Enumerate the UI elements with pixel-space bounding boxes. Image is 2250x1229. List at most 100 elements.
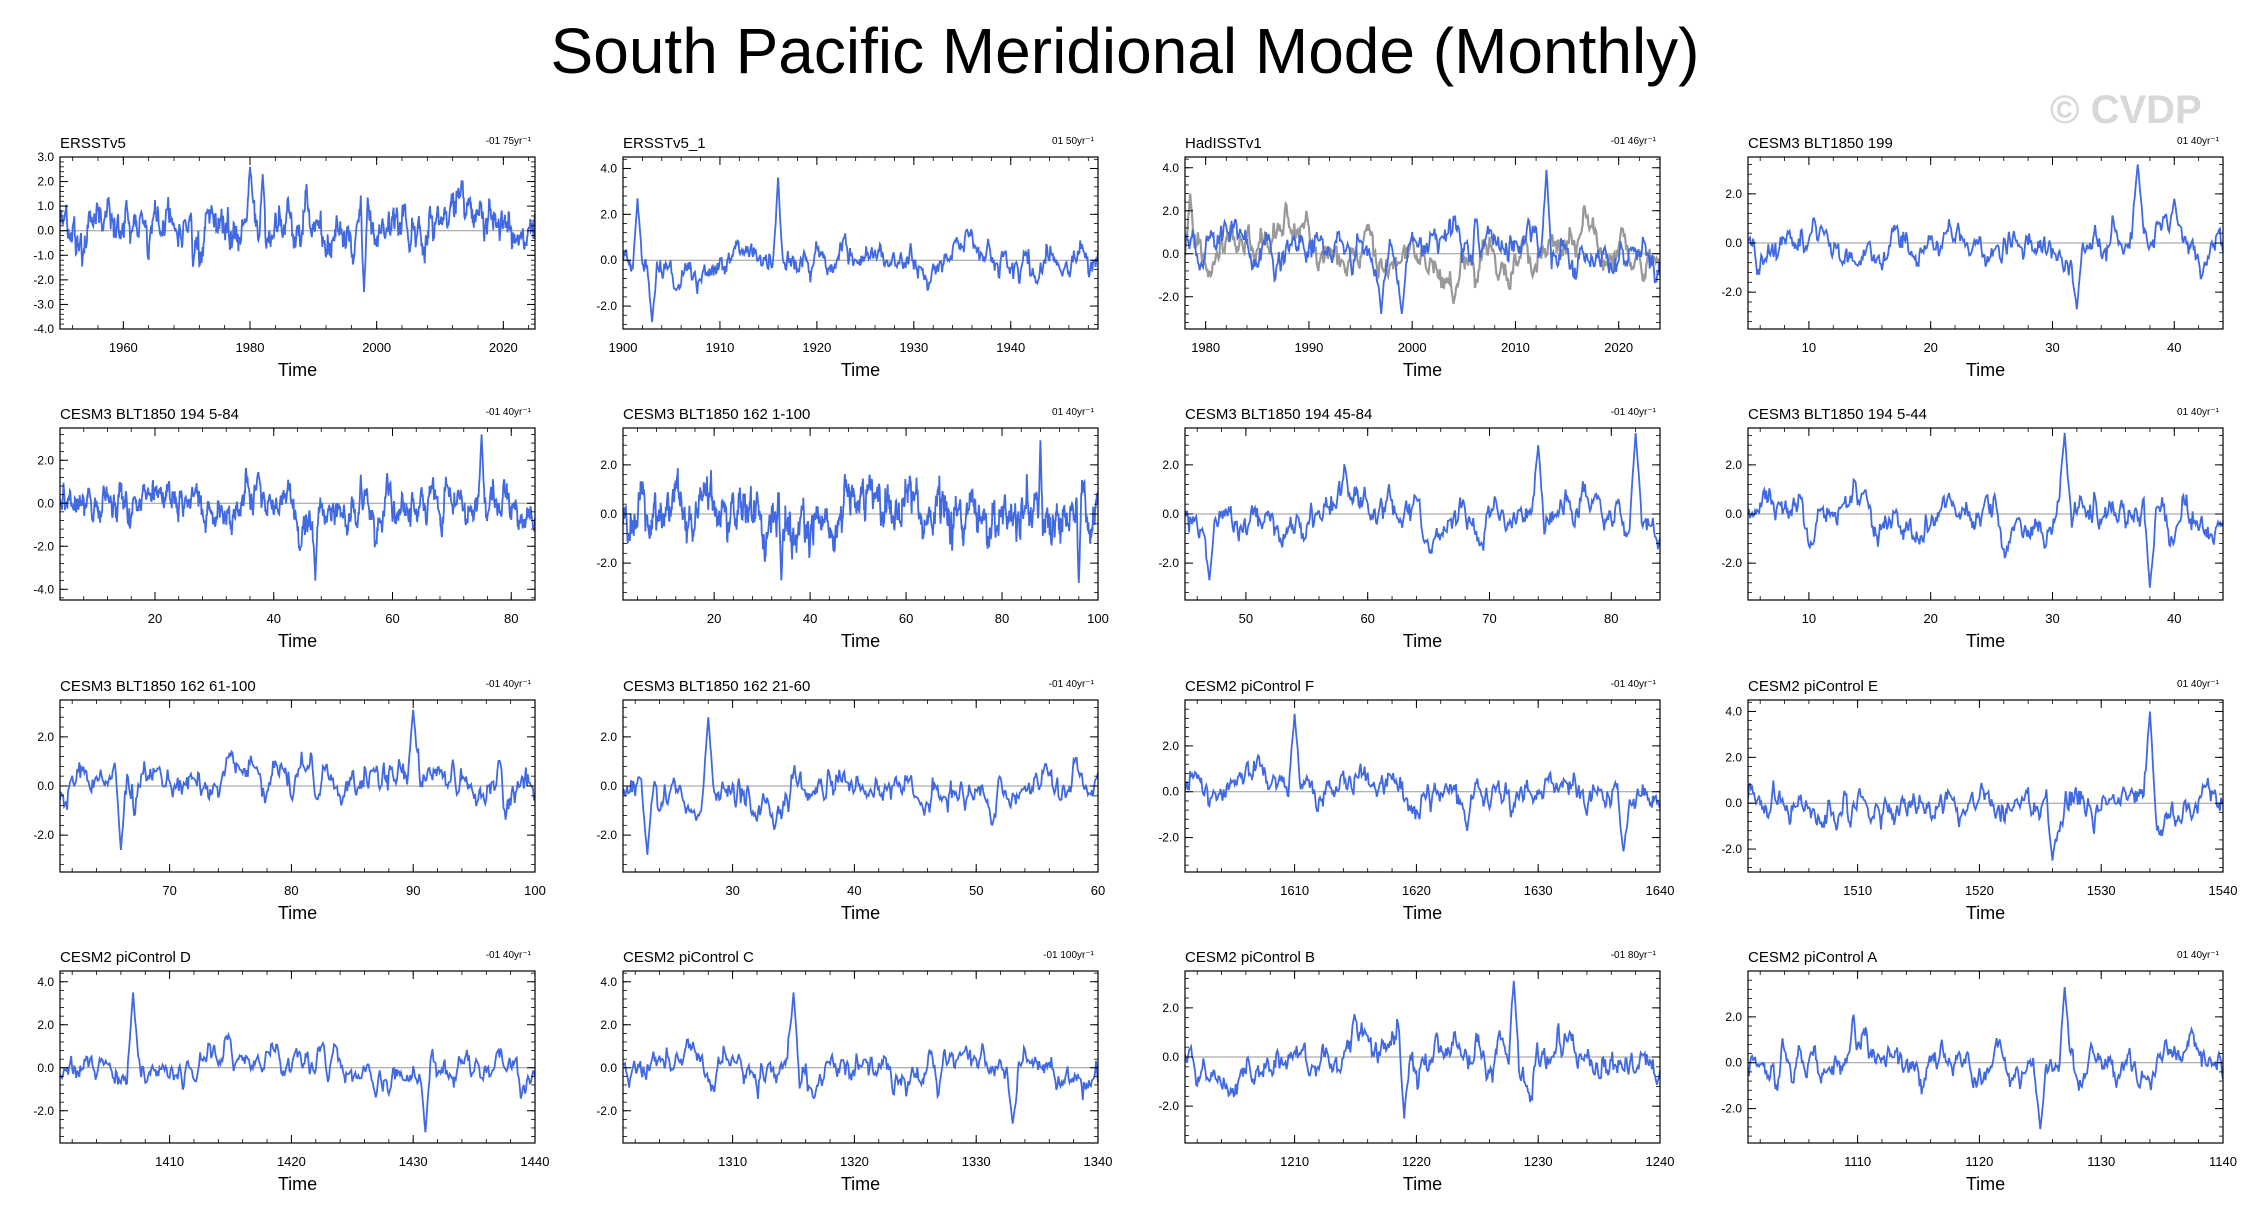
x-tick-label: 1900 — [609, 340, 638, 355]
chart-panel-2: ERSSTv5_1 01 50yr⁻¹ 4.0 2.0 0.0 -2.0 1900 1910 1… — [596, 135, 1099, 380]
x-tick-label: 80 — [504, 611, 518, 626]
y-tick-label: 2.0 — [37, 730, 54, 744]
y-tick-label: 2.0 — [600, 1018, 617, 1032]
x-tick-label: 50 — [969, 883, 983, 898]
y-tick-label: 0.0 — [37, 496, 54, 510]
x-tick-label: 90 — [406, 883, 420, 898]
y-tick-label: -2.0 — [1721, 842, 1742, 856]
x-tick-label: 60 — [1360, 611, 1374, 626]
x-tick-label: 40 — [2167, 340, 2181, 355]
y-tick-label: 0.0 — [1162, 785, 1179, 799]
series-line — [1185, 169, 1660, 315]
y-tick-label: -2.0 — [33, 273, 54, 287]
x-tick-label: 20 — [1923, 611, 1937, 626]
y-tick-label: 0.0 — [37, 224, 54, 238]
y-tick-label: 0.0 — [37, 779, 54, 793]
x-tick-label: 20 — [1923, 340, 1937, 355]
series-line — [60, 709, 535, 850]
x-tick-label: 1990 — [1294, 340, 1323, 355]
y-tick-label: 2.0 — [37, 175, 54, 189]
x-tick-label: 1320 — [840, 1154, 869, 1169]
x-tick-label: 30 — [725, 883, 739, 898]
chart-panel-11: CESM2 piControl F -01 40yr⁻¹ 2.0 0.0 -2.0 161… — [1158, 678, 1674, 923]
y-tick-label: 1.0 — [37, 199, 54, 213]
x-axis-label: Time — [841, 360, 880, 380]
y-tick-label: 4.0 — [600, 975, 617, 989]
x-tick-label: 1980 — [236, 340, 265, 355]
panel-title: CESM3 BLT1850 194 45-84 — [1185, 406, 1372, 423]
x-tick-label: 80 — [1604, 611, 1618, 626]
y-tick-label: -2.0 — [596, 828, 617, 842]
x-axis-label: Time — [1403, 1174, 1442, 1194]
chart-panel-5: CESM3 BLT1850 194 5-84 -01 40yr⁻¹ 2.0 0.0 -2… — [33, 406, 536, 651]
x-tick-label: 30 — [2045, 611, 2059, 626]
series-line — [623, 992, 1098, 1124]
plot-frame — [622, 156, 1099, 330]
y-tick-label: -4.0 — [33, 582, 54, 596]
trend-annotation: -01 40yr⁻¹ — [1049, 679, 1095, 690]
overlay-series-line — [1185, 193, 1660, 304]
x-tick-label: 1410 — [155, 1154, 184, 1169]
x-tick-label: 1920 — [802, 340, 831, 355]
x-tick-label: 1230 — [1524, 1154, 1553, 1169]
y-tick-label: 4.0 — [1162, 161, 1179, 175]
x-tick-label: 1120 — [1965, 1154, 1993, 1169]
series-line — [623, 177, 1098, 323]
series-line — [1748, 987, 2223, 1130]
x-tick-label: 1540 — [2209, 883, 2238, 898]
x-tick-label: 60 — [899, 611, 913, 626]
x-axis-label: Time — [278, 903, 317, 923]
x-tick-label: 70 — [1482, 611, 1496, 626]
y-tick-label: -1.0 — [33, 248, 54, 262]
plot-frame — [59, 156, 536, 330]
watermark: © CVDP — [2050, 88, 2202, 132]
y-tick-label: 0.0 — [37, 1061, 54, 1075]
chart-panel-15: CESM2 piControl B -01 80yr⁻¹ 2.0 0.0 -2.0 121… — [1158, 949, 1674, 1194]
series-line — [1748, 711, 2223, 861]
y-tick-label: 0.0 — [1725, 1056, 1742, 1070]
series-line — [1748, 164, 2223, 310]
x-tick-label: 30 — [2045, 340, 2059, 355]
y-tick-label: -2.0 — [1158, 290, 1179, 304]
x-axis-label: Time — [1403, 631, 1442, 651]
x-tick-label: 1520 — [1965, 883, 1994, 898]
trend-annotation: -01 40yr⁻¹ — [486, 407, 532, 418]
y-tick-label: -2.0 — [1158, 831, 1179, 845]
y-tick-label: 0.0 — [600, 1061, 617, 1075]
chart-panel-9: CESM3 BLT1850 162 61-100 -01 40yr⁻¹ 2.0 0.0… — [33, 678, 546, 923]
trend-annotation: 01 40yr⁻¹ — [2177, 950, 2220, 961]
panel-title: CESM2 piControl E — [1748, 678, 1878, 695]
x-tick-label: 100 — [524, 883, 546, 898]
y-tick-label: 2.0 — [1162, 739, 1179, 753]
x-tick-label: 2000 — [362, 340, 391, 355]
y-tick-label: 2.0 — [1725, 750, 1742, 764]
y-tick-label: 0.0 — [1725, 507, 1742, 521]
panel-title: CESM3 BLT1850 162 1-100 — [623, 406, 810, 423]
series-line — [1748, 432, 2223, 588]
plot-frame — [1184, 699, 1661, 873]
x-tick-label: 1420 — [277, 1154, 306, 1169]
x-axis-label: Time — [278, 631, 317, 651]
x-axis-label: Time — [1403, 360, 1442, 380]
y-tick-label: 2.0 — [600, 458, 617, 472]
trend-annotation: -01 100yr⁻¹ — [1043, 950, 1095, 961]
x-tick-label: 1930 — [899, 340, 928, 355]
x-tick-label: 2020 — [1604, 340, 1633, 355]
x-tick-label: 10 — [1802, 611, 1816, 626]
panel-title: CESM2 piControl A — [1748, 949, 1877, 966]
y-tick-label: -2.0 — [596, 556, 617, 570]
x-axis-label: Time — [278, 1174, 317, 1194]
chart-panel-4: CESM3 BLT1850 199 01 40yr⁻¹ 2.0 0.0 -2.0 10 20… — [1721, 135, 2224, 380]
y-tick-label: 0.0 — [600, 779, 617, 793]
trend-annotation: -01 46yr⁻¹ — [1611, 136, 1657, 147]
series-line — [623, 440, 1098, 583]
trend-annotation: -01 75yr⁻¹ — [486, 136, 532, 147]
panel-title: CESM2 piControl F — [1185, 678, 1314, 695]
chart-panel-14: CESM2 piControl C -01 100yr⁻¹ 4.0 2.0 0.0 -2.… — [596, 949, 1113, 1194]
x-tick-label: 1340 — [1084, 1154, 1113, 1169]
x-tick-label: 20 — [707, 611, 721, 626]
x-tick-label: 10 — [1802, 340, 1816, 355]
y-tick-label: 2.0 — [1162, 458, 1179, 472]
plot-frame — [1184, 156, 1661, 330]
y-tick-label: 2.0 — [1162, 1001, 1179, 1015]
